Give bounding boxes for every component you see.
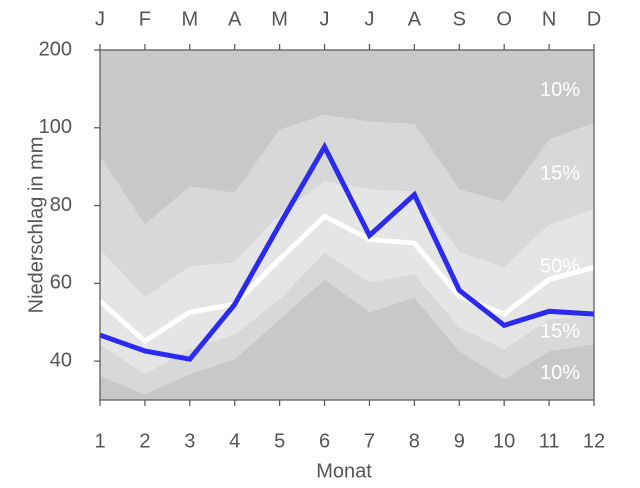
- top-month-label: N: [542, 8, 556, 30]
- y-tick-label: 200: [39, 38, 72, 60]
- x-tick-label: 4: [229, 430, 240, 452]
- y-tick-label: 100: [39, 116, 72, 138]
- x-tick-label: 12: [583, 430, 605, 452]
- y-tick-label: 60: [50, 272, 72, 294]
- series-line: [98, 213, 595, 345]
- top-month-label: D: [587, 8, 601, 30]
- x-tick-label: 2: [139, 430, 150, 452]
- x-tick-label: 6: [319, 430, 330, 452]
- x-tick-label: 3: [184, 430, 195, 452]
- top-month-label: M: [271, 8, 288, 30]
- band-label: 10%: [540, 79, 580, 101]
- x-tick-label: 7: [364, 430, 375, 452]
- x-tick-label: 8: [409, 430, 420, 452]
- series-line: [99, 141, 595, 362]
- top-month-label: M: [181, 8, 198, 30]
- top-month-label: J: [95, 8, 105, 30]
- plot-frame: [99, 49, 595, 401]
- band-label: 15%: [540, 162, 580, 184]
- y-tick-label: 40: [50, 349, 72, 371]
- top-month-label: O: [496, 8, 512, 30]
- band-label: 15%: [540, 321, 580, 343]
- y-tick-label: 80: [50, 194, 72, 216]
- top-month-label: A: [408, 8, 422, 30]
- x-axis-label: Monat: [316, 460, 372, 482]
- x-tick-label: 9: [454, 430, 465, 452]
- x-tick-label: 10: [493, 430, 515, 452]
- y-axis-label: Niederschlag in mm: [25, 137, 47, 314]
- top-month-label: S: [453, 8, 466, 30]
- percentile-band: [100, 252, 594, 395]
- top-month-label: J: [320, 8, 330, 30]
- x-tick-label: 5: [274, 430, 285, 452]
- x-tick-label: 11: [539, 430, 560, 452]
- percentile-band: [100, 114, 594, 298]
- percentile-band: [100, 279, 594, 400]
- x-tick-label: 1: [94, 430, 105, 452]
- top-month-label: A: [228, 8, 242, 30]
- top-month-label: J: [364, 8, 374, 30]
- top-month-label: F: [139, 8, 151, 30]
- percentile-band: [100, 181, 594, 374]
- percentile-band: [100, 50, 594, 225]
- band-label: 10%: [540, 362, 580, 384]
